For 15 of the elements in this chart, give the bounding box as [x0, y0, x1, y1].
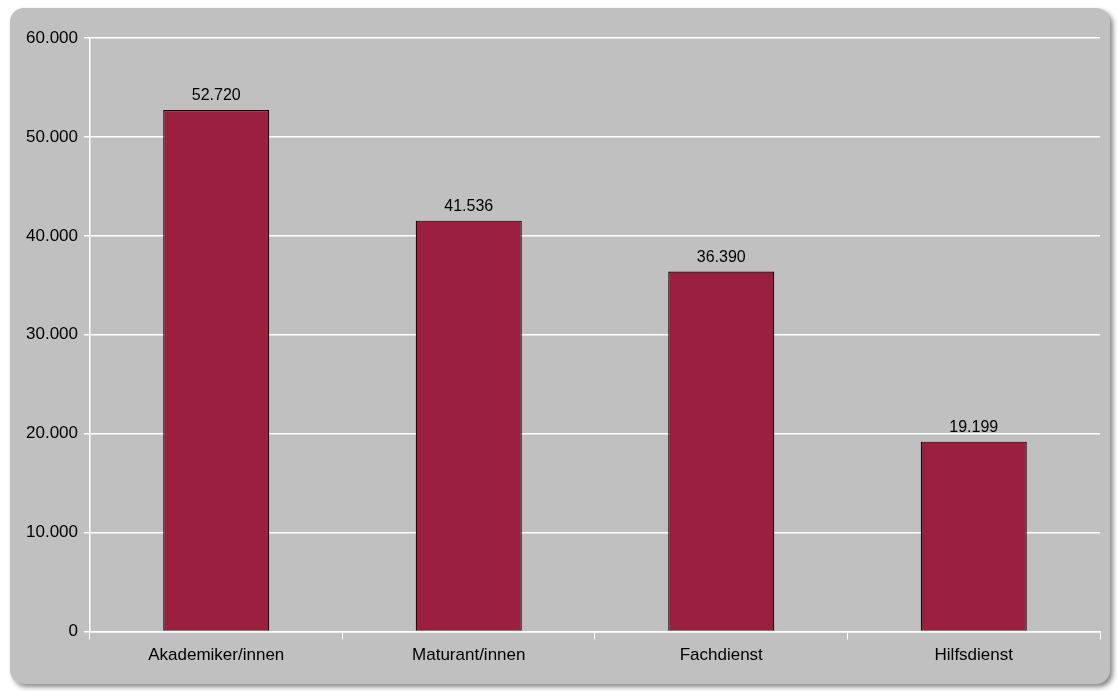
data-label: 52.720 — [191, 86, 241, 104]
y-tick-label: 60.000 — [26, 27, 78, 47]
x-tick-label: Akademiker/innen — [148, 645, 285, 665]
y-tick-label: 0 — [68, 621, 78, 641]
x-tick-label: Maturant/innen — [412, 645, 526, 665]
data-label: 19.199 — [949, 418, 999, 436]
y-tick-label: 10.000 — [26, 522, 78, 542]
y-tick-label: 30.000 — [26, 324, 78, 344]
data-label: 41.536 — [444, 197, 494, 215]
data-label: 36.390 — [696, 247, 746, 265]
x-tick-label: Fachdienst — [679, 645, 764, 665]
y-tick-label: 50.000 — [26, 126, 78, 146]
y-tick-label: 20.000 — [26, 423, 78, 443]
x-tick-label: Hilfsdienst — [934, 645, 1014, 665]
y-tick-label: 40.000 — [26, 225, 78, 245]
